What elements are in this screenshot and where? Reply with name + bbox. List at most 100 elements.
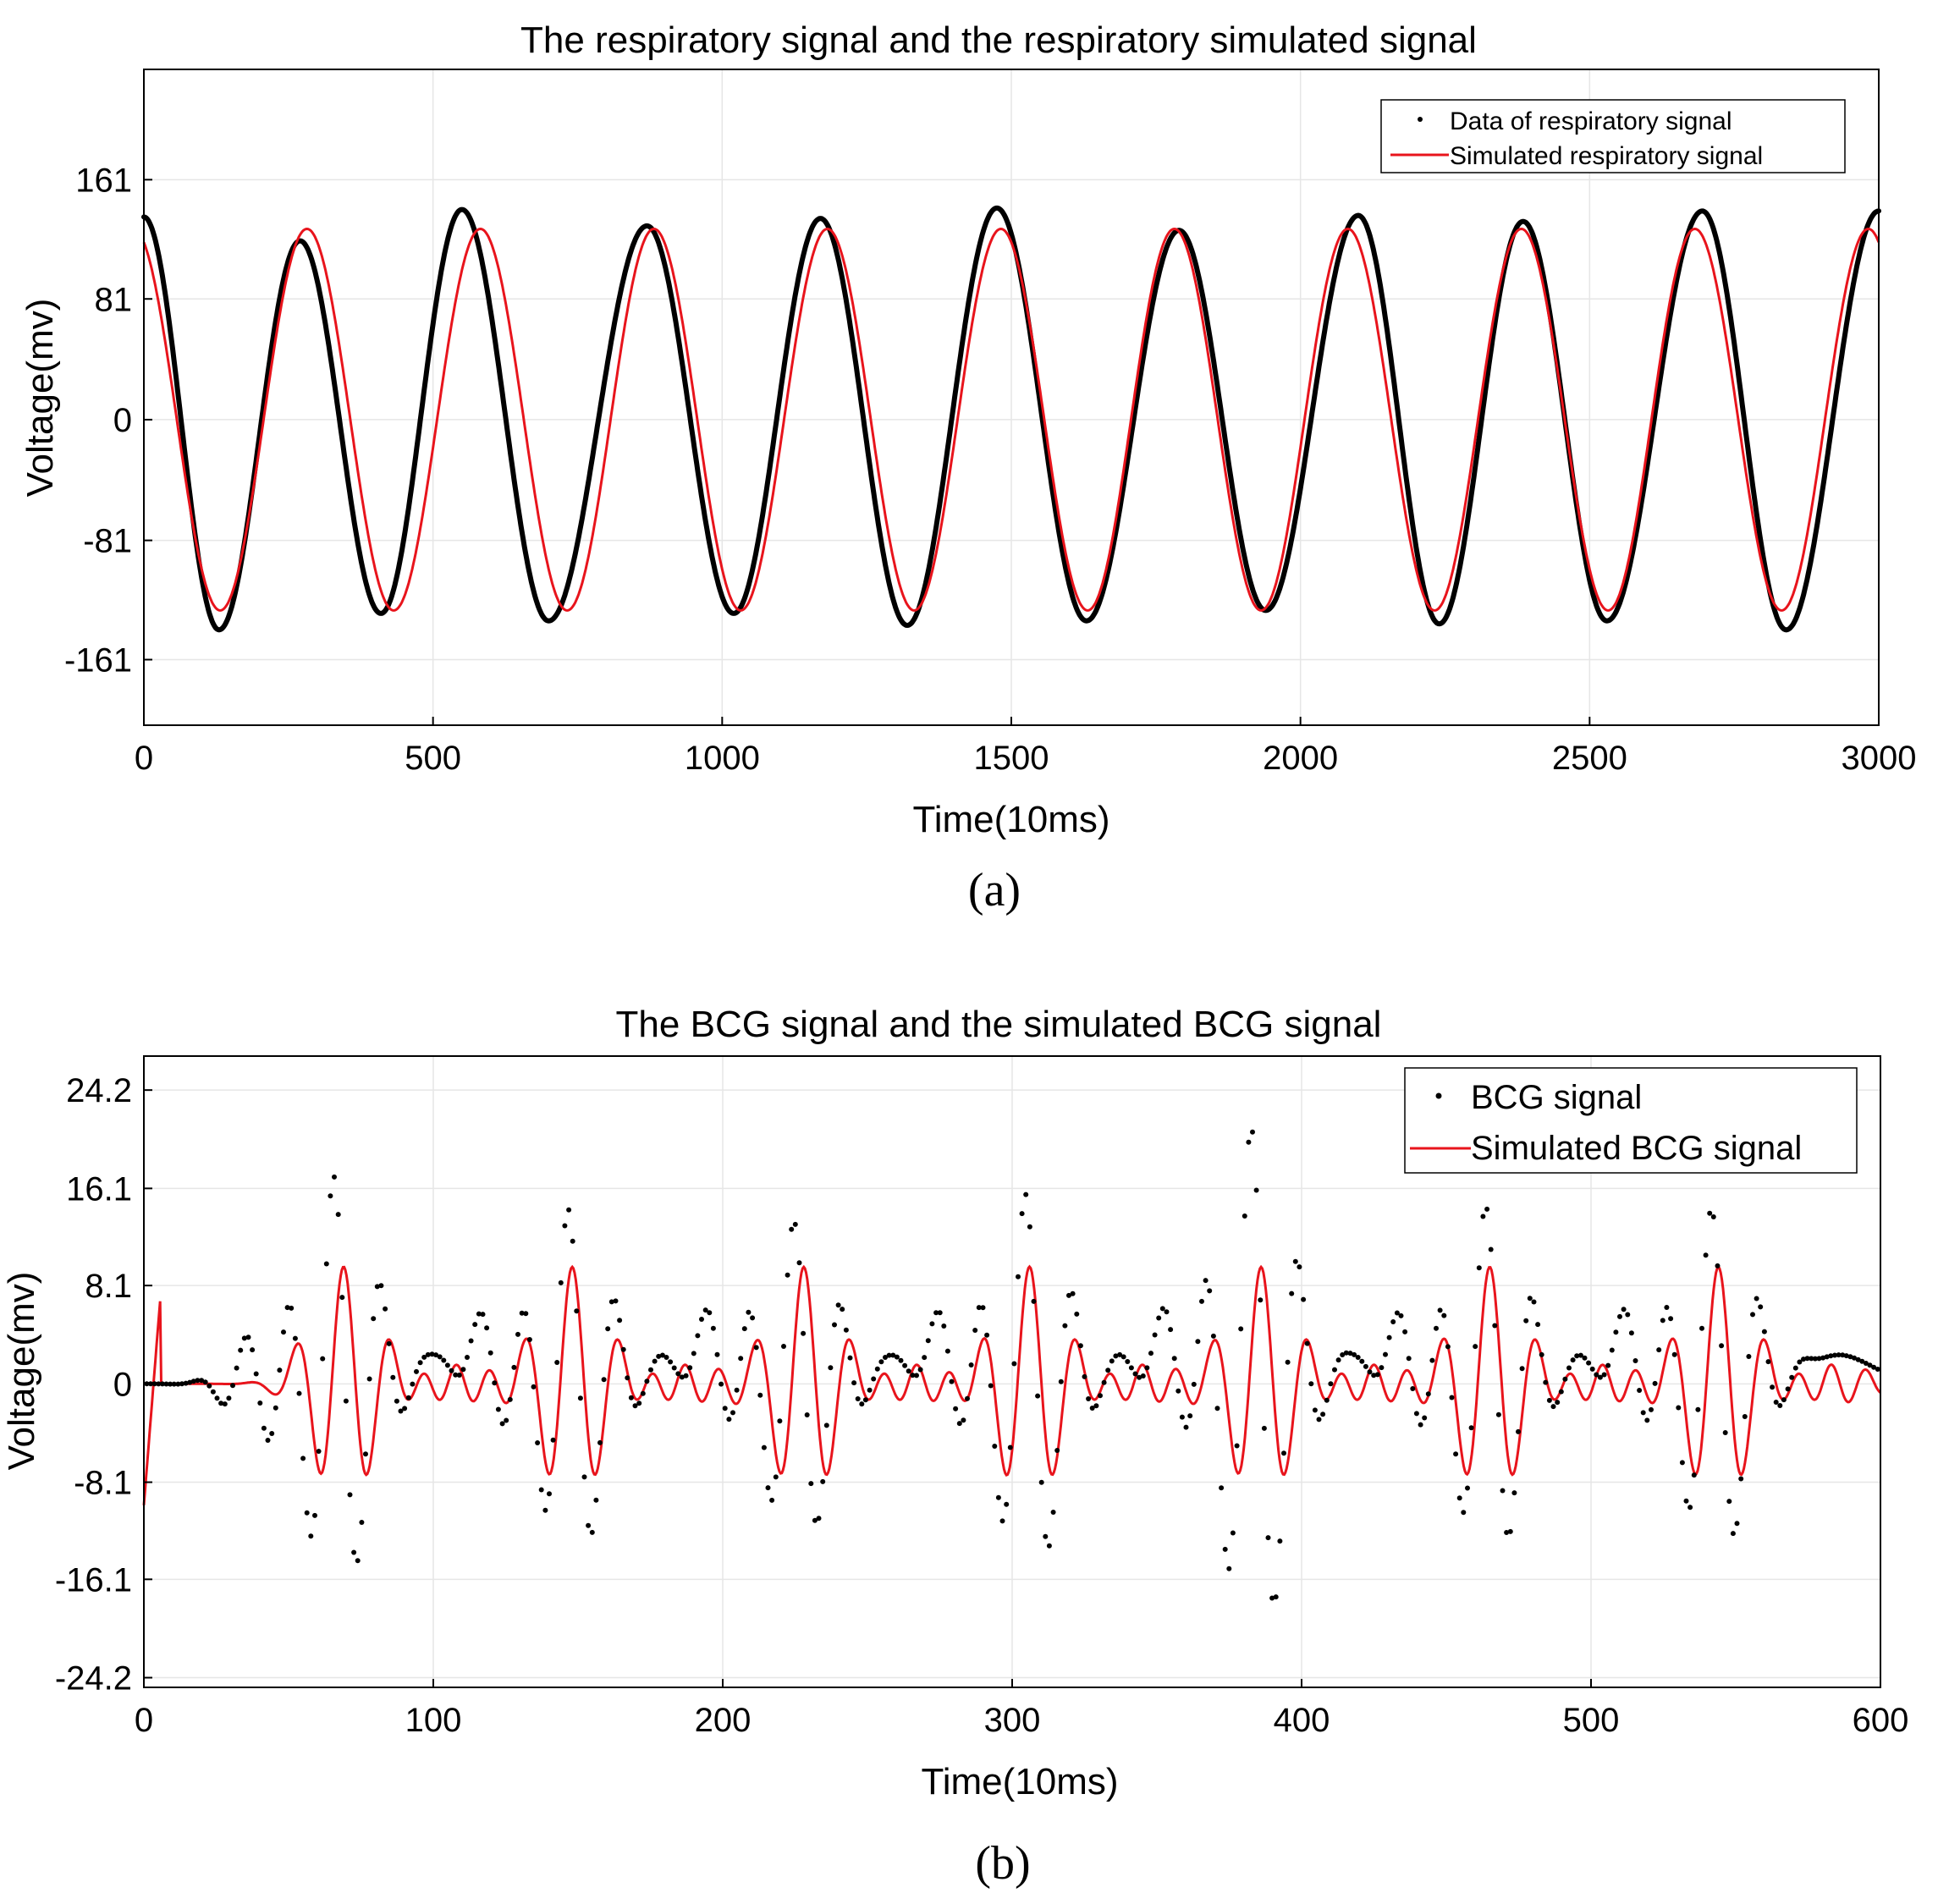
bcg-data-point	[597, 1439, 603, 1445]
bcg-data-point	[1246, 1139, 1252, 1145]
bcg-data-point	[398, 1408, 404, 1414]
bcg-data-point	[347, 1492, 353, 1498]
y-tick-label: 8.1	[85, 1268, 132, 1305]
bcg-data-point	[1516, 1428, 1521, 1434]
bcg-data-point	[1230, 1530, 1236, 1536]
bcg-data-point	[843, 1327, 849, 1333]
bcg-data-point	[441, 1357, 447, 1363]
bcg-data-point	[577, 1395, 583, 1401]
x-tick-label: 200	[695, 1702, 752, 1739]
bcg-data-point	[1632, 1358, 1638, 1363]
bcg-data-point	[1519, 1366, 1525, 1372]
panel-a-legend-entry-simulated: Simulated respiratory signal	[1450, 142, 1763, 170]
bcg-data-point	[640, 1390, 646, 1396]
bcg-data-point	[468, 1338, 474, 1344]
bcg-data-point	[726, 1417, 732, 1422]
bcg-data-point	[277, 1367, 283, 1373]
bcg-data-point	[308, 1533, 314, 1539]
bcg-data-point	[554, 1360, 560, 1365]
bcg-data-point	[1402, 1329, 1408, 1334]
bcg-data-point	[1390, 1319, 1396, 1324]
bcg-data-point	[753, 1345, 759, 1351]
bcg-data-point	[608, 1299, 614, 1305]
bcg-data-point	[1668, 1316, 1674, 1322]
bcg-data-point	[371, 1316, 377, 1322]
bcg-data-point	[465, 1355, 470, 1360]
bcg-data-point	[613, 1298, 619, 1304]
bcg-data-point	[1867, 1362, 1873, 1368]
bcg-data-point	[1473, 1344, 1478, 1350]
bcg-data-point	[1168, 1327, 1174, 1333]
bcg-data-point	[761, 1445, 767, 1450]
bcg-data-point	[941, 1323, 947, 1329]
bcg-data-point	[730, 1410, 735, 1416]
bcg-data-point	[933, 1310, 939, 1316]
x-tick-label: 0	[135, 1702, 153, 1739]
bcg-data-point	[675, 1371, 681, 1377]
bcg-data-point	[1637, 1388, 1643, 1393]
bcg-data-point	[910, 1373, 916, 1378]
bcg-data-point	[1292, 1258, 1298, 1264]
bcg-data-point	[1640, 1410, 1646, 1416]
bcg-data-point	[710, 1325, 716, 1331]
bcg-data-point	[429, 1351, 435, 1357]
bcg-data-point	[632, 1403, 638, 1409]
bcg-data-point	[566, 1207, 572, 1213]
bcg-data-point	[1770, 1384, 1776, 1390]
bcg-data-point	[1535, 1322, 1541, 1328]
bcg-data-point	[484, 1325, 490, 1331]
bcg-data-point	[250, 1347, 256, 1353]
bcg-data-point	[1722, 1430, 1728, 1435]
bcg-data-point	[1418, 1422, 1423, 1428]
bcg-data-point	[1488, 1246, 1494, 1252]
bcg-data-point	[695, 1333, 701, 1339]
bcg-data-point	[511, 1364, 517, 1370]
bcg-data-point	[562, 1223, 568, 1229]
bcg-data-point	[1859, 1358, 1865, 1364]
bcg-data-point	[449, 1367, 454, 1373]
bcg-data-point	[1363, 1363, 1368, 1369]
bcg-data-point	[1183, 1424, 1189, 1430]
bcg-data-point	[984, 1332, 990, 1338]
bcg-data-point	[1304, 1340, 1310, 1346]
bcg-data-point	[1660, 1318, 1665, 1323]
bcg-data-point	[1352, 1351, 1357, 1357]
panel-b-legend: BCG signal Simulated BCG signal	[1404, 1067, 1858, 1174]
bcg-data-point	[253, 1371, 259, 1377]
bcg-data-point	[1589, 1366, 1595, 1372]
bcg-data-point	[847, 1355, 853, 1361]
panel-a-x-axis-label: Time(10ms)	[912, 799, 1109, 840]
bcg-data-point	[1804, 1356, 1810, 1362]
bcg-data-point	[1613, 1329, 1619, 1335]
bcg-data-point	[789, 1226, 795, 1232]
bcg-data-point	[405, 1395, 411, 1400]
bcg-data-point	[159, 1381, 165, 1387]
bcg-data-point	[460, 1367, 466, 1373]
bcg-data-point	[1527, 1296, 1533, 1301]
bcg-data-point	[495, 1406, 501, 1412]
respiratory-simulated-line	[142, 227, 1880, 612]
bcg-simulated-series	[142, 1264, 1881, 1505]
bcg-data-point	[1277, 1538, 1283, 1544]
bcg-data-point	[1394, 1310, 1400, 1316]
bcg-data-point	[574, 1308, 580, 1314]
bcg-data-point	[1664, 1305, 1670, 1310]
bcg-data-point	[378, 1283, 384, 1289]
panel-a-title: The respiratory signal and the respirato…	[520, 19, 1477, 61]
bcg-data-point	[1445, 1344, 1451, 1350]
bcg-data-point	[1359, 1358, 1365, 1364]
bcg-data-point	[1539, 1351, 1544, 1357]
bcg-data-point	[1836, 1352, 1842, 1358]
bcg-data-point	[765, 1485, 771, 1491]
bcg-data-point	[988, 1383, 994, 1389]
bcg-data-point	[1117, 1351, 1123, 1357]
bcg-data-point	[734, 1387, 740, 1393]
bcg-data-point	[808, 1481, 814, 1487]
bcg-data-point	[1074, 1311, 1080, 1317]
panel-a-plot-area	[141, 205, 1881, 633]
bcg-data-point	[570, 1238, 575, 1244]
bcg-data-point	[922, 1355, 928, 1361]
bcg-data-point	[1546, 1397, 1552, 1403]
bcg-data-point	[1023, 1191, 1029, 1197]
bcg-data-point	[605, 1326, 611, 1332]
